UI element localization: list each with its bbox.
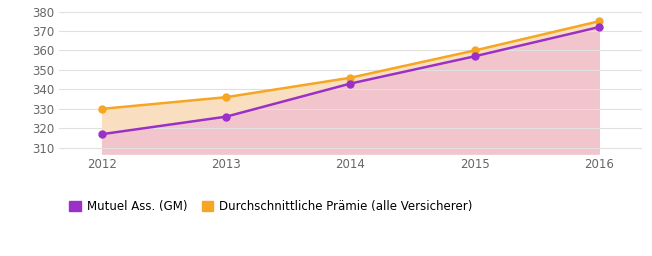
Point [221,115,231,119]
Point [593,19,604,23]
Point [345,76,355,80]
Point [345,81,355,86]
Legend: Mutuel Ass. (GM), Durchschnittliche Prämie (alle Versicherer): Mutuel Ass. (GM), Durchschnittliche Präm… [65,195,477,218]
Point [97,132,108,136]
Point [221,95,231,99]
Point [97,107,108,111]
Point [593,25,604,29]
Point [469,54,480,58]
Point [469,48,480,52]
